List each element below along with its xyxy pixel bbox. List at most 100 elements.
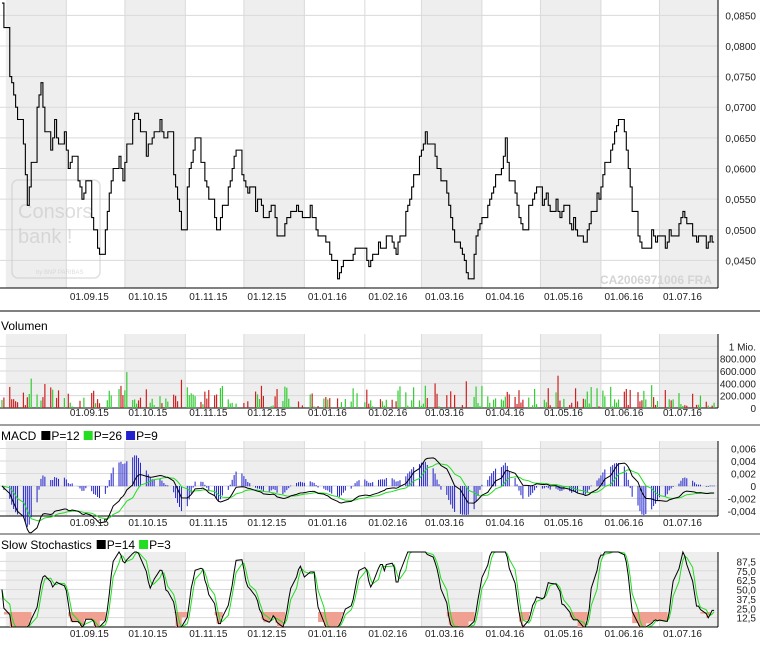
macd-histogram-bar	[149, 477, 151, 487]
macd-histogram-bar	[331, 486, 333, 494]
x-tick-label: 01.04.16	[485, 518, 524, 529]
macd-histogram-bar	[604, 469, 606, 487]
macd-histogram-bar	[407, 473, 409, 487]
macd-histogram-bar	[186, 486, 188, 507]
macd-histogram-bar	[83, 486, 85, 491]
volume-bar	[173, 394, 175, 408]
volume-bar	[352, 388, 354, 408]
x-tick-label: 01.10.15	[128, 292, 167, 303]
macd-histogram-bar	[655, 486, 657, 504]
volume-bar	[502, 400, 504, 408]
volume-bar	[9, 386, 11, 408]
macd-histogram-bar	[518, 486, 520, 491]
volume-bar	[598, 406, 600, 408]
macd-histogram-bar	[477, 486, 479, 496]
volume-bar	[588, 403, 590, 408]
x-tick-label: 01.06.16	[604, 292, 643, 303]
macd-histogram-bar	[282, 486, 284, 494]
oversold-area	[282, 612, 286, 621]
volume-bar	[40, 400, 42, 408]
volume-bar	[475, 386, 477, 408]
macd-histogram-bar	[672, 486, 674, 487]
oversold-area	[522, 612, 530, 621]
volume-bar	[190, 393, 192, 408]
macd-histogram-bar	[44, 476, 46, 487]
oversold-area	[653, 612, 656, 620]
volume-bar	[424, 385, 426, 408]
volume-bar	[122, 395, 124, 408]
macd-histogram-bar	[534, 486, 536, 491]
y-tick-label: 0,0850	[725, 11, 756, 22]
volume-bar	[370, 400, 372, 408]
macd-histogram-bar	[395, 481, 397, 487]
macd-histogram-bar	[707, 486, 709, 487]
volume-bar	[411, 400, 413, 408]
macd-histogram-bar	[126, 461, 128, 487]
macd-histogram-bar	[666, 486, 668, 495]
macd-histogram-bar	[413, 467, 415, 487]
macd-histogram-bar	[124, 463, 126, 487]
legend-label: P=9	[136, 429, 158, 443]
x-tick-label: 01.01.16	[308, 292, 347, 303]
oversold-area	[27, 612, 30, 625]
y-tick-label: 0,0450	[725, 256, 756, 267]
x-tick-label: 01.06.16	[604, 629, 643, 640]
macd-histogram-bar	[381, 479, 383, 487]
macd-histogram-bar	[298, 482, 300, 487]
macd-histogram-bar	[28, 486, 30, 525]
macd-histogram-bar	[58, 478, 60, 487]
volume-bar	[420, 405, 423, 408]
macd-histogram-bar	[573, 486, 575, 492]
y-tick-label: 0	[750, 482, 756, 493]
volume-bar	[311, 393, 313, 408]
oversold-area	[665, 612, 668, 622]
stoch-k-line	[1, 550, 715, 628]
macd-histogram-bar	[95, 486, 97, 495]
volume-bar	[668, 399, 670, 408]
volume-bar	[297, 401, 300, 408]
shaded-month-band	[124, 441, 186, 516]
x-tick-label: 01.06.16	[604, 518, 643, 529]
x-tick-label: 01.09.15	[70, 518, 109, 529]
volume-bar	[235, 403, 237, 408]
volume-bar	[153, 405, 155, 408]
volume-bar	[313, 406, 315, 408]
legend-swatch	[96, 540, 106, 549]
macd-histogram-bar	[528, 486, 530, 497]
macd-histogram-bar	[108, 480, 110, 487]
volume-bar	[500, 399, 503, 408]
volume-bar	[28, 394, 30, 408]
volume-bar	[613, 399, 616, 408]
volume-bar	[625, 388, 627, 408]
macd-histogram-bar	[713, 485, 715, 487]
macd-histogram-bar	[370, 482, 372, 487]
macd-histogram-bar	[372, 482, 374, 487]
shaded-month-band	[540, 0, 601, 288]
oversold-area	[179, 612, 182, 627]
macd-histogram-bar	[424, 461, 426, 487]
volume-bar	[643, 390, 645, 408]
macd-histogram-bar	[459, 486, 461, 514]
x-tick-label: 01.11.15	[189, 408, 228, 419]
oversold-area	[17, 612, 24, 627]
volume-bar	[574, 388, 577, 408]
macd-histogram-bar	[120, 461, 122, 487]
volume-bar	[215, 394, 218, 408]
oversold-area	[659, 612, 666, 622]
volume-bar	[221, 385, 224, 408]
volume-bar	[50, 387, 52, 408]
macd-histogram-bar	[325, 486, 327, 490]
volume-bar	[24, 405, 26, 408]
volume-bar	[282, 400, 284, 408]
macd-histogram-bar	[163, 483, 165, 487]
volume-bar	[69, 402, 71, 408]
macd-histogram-bar	[247, 482, 249, 487]
y-tick-label: 0,0550	[725, 195, 756, 206]
macd-histogram-bar	[426, 464, 428, 487]
macd-histogram-bar	[696, 484, 698, 487]
macd-signal-line	[1, 463, 715, 522]
macd-histogram-bar	[241, 473, 243, 487]
volume-bar	[645, 399, 647, 408]
legend-label: P=26	[94, 429, 123, 443]
oversold-area	[269, 612, 272, 621]
